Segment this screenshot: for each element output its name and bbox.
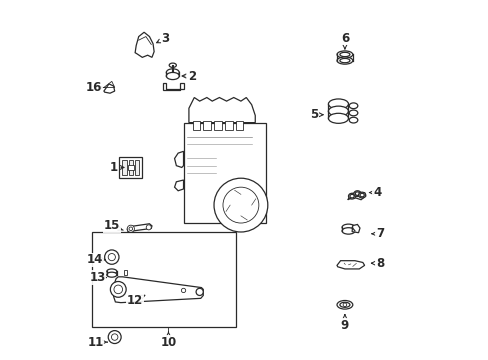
Ellipse shape [336, 57, 352, 64]
Ellipse shape [169, 63, 176, 67]
Ellipse shape [341, 224, 354, 230]
Ellipse shape [336, 51, 352, 58]
Ellipse shape [339, 58, 349, 63]
Text: 11: 11 [87, 336, 107, 348]
Text: 15: 15 [103, 219, 123, 233]
Polygon shape [174, 151, 183, 167]
Circle shape [146, 225, 151, 230]
Ellipse shape [353, 191, 360, 197]
Polygon shape [135, 32, 154, 57]
Ellipse shape [348, 193, 355, 199]
Ellipse shape [106, 272, 117, 277]
Bar [183, 123, 265, 223]
Text: 12: 12 [127, 294, 144, 307]
Circle shape [127, 225, 134, 232]
Bar [235, 121, 243, 130]
Text: 1: 1 [109, 161, 124, 174]
Ellipse shape [336, 301, 352, 309]
Circle shape [223, 187, 258, 223]
Circle shape [108, 330, 121, 343]
Circle shape [181, 288, 185, 293]
Text: 16: 16 [85, 81, 103, 94]
Bar [92, 232, 235, 327]
Polygon shape [113, 277, 203, 303]
Ellipse shape [348, 110, 357, 116]
Circle shape [104, 250, 119, 264]
Ellipse shape [328, 113, 348, 123]
Text: 4: 4 [368, 186, 381, 199]
Circle shape [214, 178, 267, 232]
Ellipse shape [166, 69, 179, 76]
Ellipse shape [348, 117, 357, 123]
Polygon shape [163, 83, 183, 90]
Text: 13: 13 [89, 271, 106, 284]
Bar [203, 121, 211, 130]
Bar [224, 121, 232, 130]
Bar [128, 160, 133, 175]
Polygon shape [104, 84, 115, 93]
Polygon shape [347, 193, 365, 200]
Text: 7: 7 [371, 227, 384, 240]
Text: 8: 8 [371, 257, 384, 270]
Ellipse shape [339, 302, 349, 307]
Ellipse shape [328, 106, 348, 116]
Text: 2: 2 [182, 69, 196, 82]
Circle shape [110, 282, 126, 297]
Polygon shape [188, 98, 255, 123]
Polygon shape [351, 225, 359, 233]
Circle shape [108, 253, 115, 261]
Text: 10: 10 [160, 332, 176, 348]
Ellipse shape [341, 228, 354, 234]
Bar [135, 160, 139, 175]
Text: 9: 9 [340, 315, 348, 332]
Text: 3: 3 [156, 32, 169, 45]
Bar [122, 160, 126, 175]
Ellipse shape [328, 99, 348, 109]
Ellipse shape [349, 194, 353, 198]
Polygon shape [127, 224, 152, 231]
Ellipse shape [355, 192, 359, 195]
Text: 6: 6 [340, 32, 348, 49]
Bar [128, 165, 133, 170]
Polygon shape [336, 261, 364, 269]
Bar [192, 121, 200, 130]
Circle shape [129, 227, 132, 230]
Text: 5: 5 [310, 108, 323, 121]
Circle shape [196, 288, 203, 296]
Circle shape [343, 303, 346, 307]
Bar [214, 121, 222, 130]
Ellipse shape [166, 72, 179, 80]
Bar [119, 157, 142, 178]
Circle shape [111, 334, 118, 340]
Bar [124, 270, 127, 275]
Ellipse shape [358, 192, 365, 198]
Text: 14: 14 [86, 253, 105, 266]
Circle shape [114, 285, 122, 294]
Ellipse shape [359, 193, 364, 197]
Ellipse shape [106, 269, 117, 274]
Polygon shape [174, 180, 183, 191]
Ellipse shape [339, 52, 349, 57]
Ellipse shape [348, 103, 357, 109]
